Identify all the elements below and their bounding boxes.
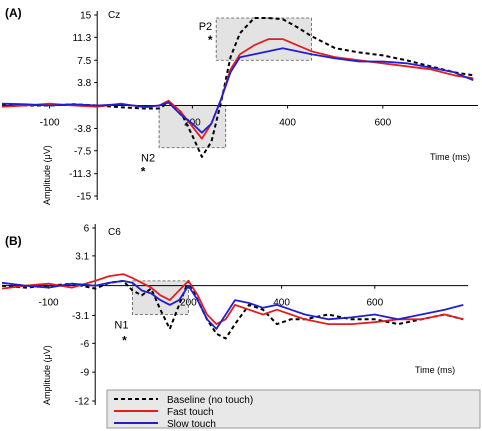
panel-b-y-tick-label: -6 — [80, 339, 89, 350]
panel-a-window-label-1: P2 — [199, 21, 212, 33]
legend-label-fast: Fast touch — [167, 407, 214, 418]
panel-a-x-tick-label: 400 — [279, 118, 296, 129]
panel-a-window-label-0: N2 — [141, 153, 155, 165]
panel-a-electrode: Cz — [108, 10, 120, 21]
panel-b-window-label-0: N1 — [114, 320, 128, 332]
panel-b-xlabel: Time (ms) — [415, 365, 455, 375]
panel-a-y-tick-label: 15 — [80, 11, 92, 22]
panel-a-y-tick-label: -7.5 — [74, 146, 92, 157]
legend: Baseline (no touch) Fast touch Slow touc… — [106, 389, 481, 430]
panel-a-label: (A) — [5, 6, 22, 20]
panel-b-electrode: C6 — [108, 227, 121, 238]
panel-b-series-slow — [1, 279, 464, 330]
panel-a-y-tick-label: -15 — [77, 192, 92, 203]
panel-b-x-tick-label: 400 — [273, 298, 290, 309]
panel-b-y-tick-label: -12 — [75, 397, 90, 408]
panel-a-y-tick-label: -11.3 — [69, 169, 91, 180]
panel-b-y-tick-label: -3.1 — [72, 311, 90, 322]
panel-a-y-tick-label: 3.8 — [77, 78, 91, 89]
panel-a-x-tick-label: -100 — [40, 118, 60, 129]
panel-a-series-slow — [1, 47, 474, 134]
panel-b-y-tick-label: -9 — [80, 368, 89, 379]
panel-b-x-tick-label: -100 — [39, 298, 59, 309]
panel-b-y-tick-label: 6 — [84, 224, 90, 235]
panel-a-y-tick-label: 7.5 — [77, 56, 91, 67]
panel-b-series-fast — [1, 273, 464, 326]
panel-b-window-0 — [132, 280, 189, 315]
legend-label-slow: Slow touch — [167, 419, 216, 430]
panel-a-window-star-0: * — [141, 165, 146, 179]
panel-b-x-tick-label: 200 — [180, 298, 197, 309]
panel-a-y-tick-label: 11.3 — [72, 33, 91, 44]
panel-b-x-tick-label: 600 — [366, 298, 383, 309]
panel-a-window-1 — [215, 17, 312, 61]
panel-b-window-star-0: * — [122, 334, 127, 348]
panel-a-window-star-1: * — [208, 33, 213, 47]
panel-a-xlabel: Time (ms) — [430, 152, 470, 162]
legend-label-baseline: Baseline (no touch) — [167, 395, 253, 406]
panel-a-ylabel: Amplitude (μV) — [42, 145, 52, 205]
panel-b-y-tick-label: 3.1 — [75, 251, 89, 262]
panel-b-label: (B) — [5, 234, 22, 248]
panel-a-y-tick-label: -3.8 — [74, 124, 92, 135]
panel-a-x-tick-label: 600 — [374, 118, 391, 129]
legend-box — [106, 389, 481, 429]
panel-b-ylabel: Amplitude (μV) — [42, 345, 52, 405]
panel-a-series-baseline — [2, 17, 474, 158]
